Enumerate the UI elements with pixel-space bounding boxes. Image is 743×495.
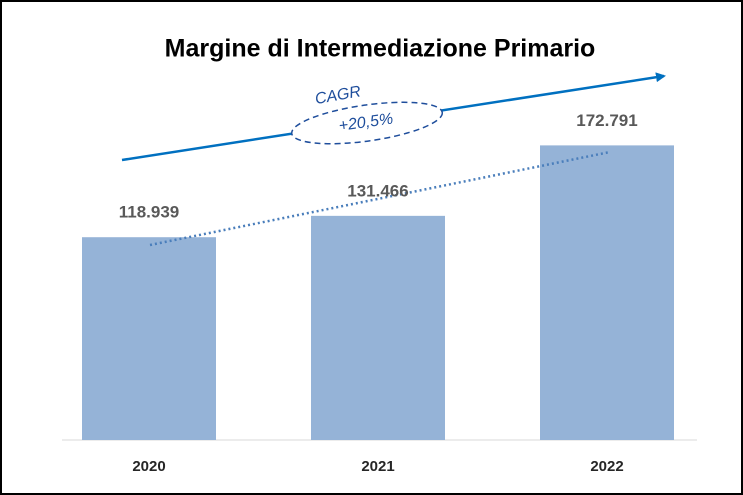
x-tick-label: 2020 xyxy=(132,458,165,475)
x-tick-label: 2021 xyxy=(361,458,394,475)
bar xyxy=(82,237,216,440)
bar xyxy=(311,215,445,440)
trend-line xyxy=(149,150,611,247)
chart-title: Margine di Intermediazione Primario xyxy=(165,35,596,63)
x-tick-label: 2022 xyxy=(590,458,623,475)
data-label: 172.791 xyxy=(576,111,637,130)
cagr-ellipse xyxy=(290,101,444,145)
data-label: 118.939 xyxy=(119,203,180,222)
bar xyxy=(540,145,674,440)
data-label: 131.466 xyxy=(347,181,408,200)
